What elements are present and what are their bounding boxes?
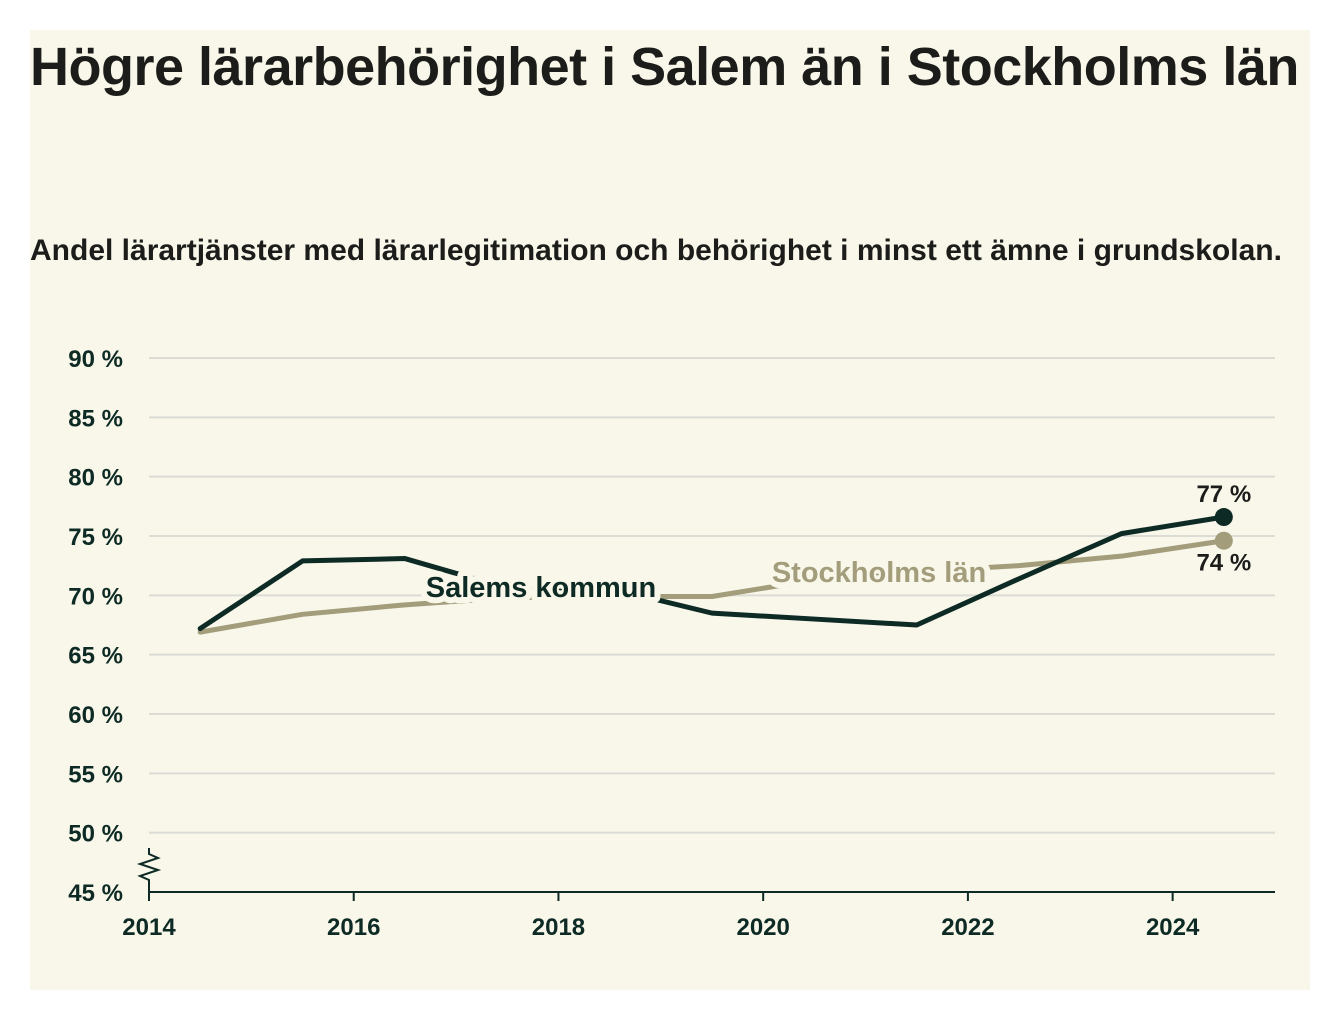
y-tick-label: 55 % xyxy=(68,761,123,788)
x-tick-label: 2020 xyxy=(736,914,789,941)
series-end-point xyxy=(1214,531,1233,550)
y-tick-label: 90 % xyxy=(68,346,123,373)
y-tick-label: 85 % xyxy=(68,405,123,432)
series-label: Salems kommun xyxy=(426,572,656,604)
series-lines xyxy=(197,508,1233,635)
y-tick-label: 70 % xyxy=(68,583,123,610)
y-tick-label: 80 % xyxy=(68,465,123,492)
x-tick-label: 2016 xyxy=(327,914,380,941)
x-axis: 2014 2016 2018 2020 2022 2024 xyxy=(122,848,1275,941)
x-tick-label: 2022 xyxy=(941,914,994,941)
y-axis-ticks: 45 % 50 % 55 % 60 % 65 % 70 % 75 % 80 % 85 % 90 % xyxy=(68,346,123,907)
y-tick-label: 65 % xyxy=(68,643,123,670)
x-tick-label: 2014 xyxy=(122,914,176,941)
x-tick-label: 2024 xyxy=(1146,914,1200,941)
end-value-label-salem: 77 % xyxy=(1196,481,1251,508)
series-end-point xyxy=(1214,508,1233,527)
y-tick-label: 60 % xyxy=(68,702,123,729)
chart-card: Högre lärarbehörighet i Salem än i Stock… xyxy=(30,30,1310,990)
axis-break-icon xyxy=(136,848,162,892)
x-tick-label: 2018 xyxy=(532,914,585,941)
y-tick-label: 75 % xyxy=(68,524,123,551)
gridlines xyxy=(149,357,1275,834)
y-tick-label: 50 % xyxy=(68,821,123,848)
end-value-label-stockholm: 74 % xyxy=(1196,550,1251,577)
series-label: Stockholms län xyxy=(772,557,986,589)
series-labels: Salems kommun Stockholms län 77 % 74 % xyxy=(420,481,1251,610)
line-chart: 45 % 50 % 55 % 60 % 65 % 70 % 75 % 80 % 85 % 90 %… xyxy=(68,346,1275,941)
chart-subtitle: Andel lärartjänster med lärarlegitimatio… xyxy=(30,234,1282,267)
y-tick-label: 45 % xyxy=(68,880,123,907)
chart-title: Högre lärarbehörighet i Salem än i Stock… xyxy=(30,37,1299,97)
series-line-salem xyxy=(197,514,1227,632)
